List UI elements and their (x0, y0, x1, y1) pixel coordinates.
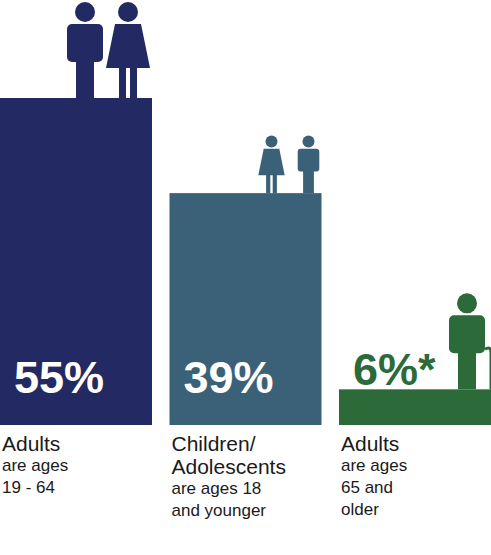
page: {"chart_data": {"type": "bar", "categori… (0, 0, 491, 555)
category-note: 65 and (341, 477, 489, 499)
data-label: 39% (184, 352, 274, 403)
category-note: are ages 18 (172, 478, 320, 500)
category-note: 19 - 64 (2, 477, 150, 499)
category-note: are ages (2, 455, 150, 477)
category-title: Adults (2, 432, 150, 455)
category-label: Adultsare ages65 andolder (341, 432, 489, 521)
person-icon (449, 293, 491, 389)
category-note: and younger (172, 500, 320, 522)
person-icon (298, 136, 320, 194)
category-title: Adults (341, 432, 489, 455)
person-icon (67, 2, 103, 98)
cane (485, 348, 491, 389)
bar (0, 98, 152, 425)
category-label: Adultsare ages19 - 64 (2, 432, 150, 499)
person-icon (106, 2, 150, 98)
category-note: are ages (341, 455, 489, 477)
icons (67, 2, 491, 389)
category-title: Children/ Adolescents (172, 432, 320, 478)
bar (170, 193, 322, 425)
person-icon (258, 136, 284, 194)
category-label: Children/ Adolescentsare ages 18and youn… (172, 432, 320, 522)
bars (0, 98, 491, 425)
data-labels: 55% 39% 6%* (14, 344, 436, 403)
data-label: 6%* (353, 344, 436, 395)
data-label: 55% (14, 352, 104, 403)
category-note: older (341, 499, 489, 521)
